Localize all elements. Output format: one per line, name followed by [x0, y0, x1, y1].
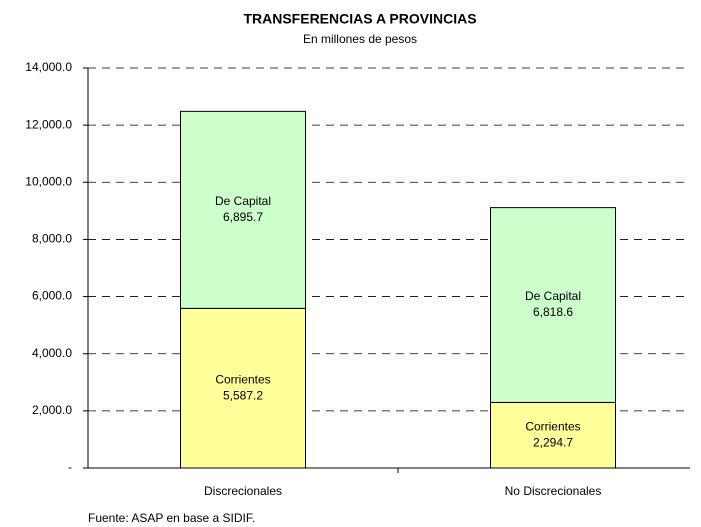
- segment-name: De Capital: [525, 289, 581, 303]
- source-note: Fuente: ASAP en base a SIDIF.: [88, 511, 255, 525]
- segment-name: Corrientes: [525, 419, 580, 433]
- y-tick-label: 6,000.0: [32, 289, 72, 303]
- data-label: 5,587.2: [223, 388, 263, 402]
- chart-title: TRANSFERENCIAS A PROVINCIAS: [243, 11, 476, 27]
- bar-segment: [490, 401, 616, 469]
- x-tick-label: Discrecionales: [204, 484, 282, 498]
- y-tick-label: 10,000.0: [25, 174, 72, 188]
- y-tick-label: 8,000.0: [32, 232, 72, 246]
- y-tick-label: 4,000.0: [32, 346, 72, 360]
- data-label: 2,294.7: [533, 435, 573, 449]
- bar-segment: [180, 307, 306, 469]
- segment-name: Corrientes: [215, 372, 270, 386]
- y-tick-label: 14,000.0: [25, 60, 72, 74]
- bar-segment: [180, 110, 306, 309]
- y-tick-label: -: [68, 460, 72, 474]
- data-label: 6,895.7: [223, 210, 263, 224]
- x-tick-label: No Discrecionales: [505, 484, 602, 498]
- data-label: 6,818.6: [533, 305, 573, 319]
- bar-segment: [490, 207, 616, 403]
- segment-name: De Capital: [215, 194, 271, 208]
- chart-subtitle: En millones de pesos: [303, 32, 417, 46]
- y-tick-label: 2,000.0: [32, 403, 72, 417]
- y-tick-label: 12,000.0: [25, 117, 72, 131]
